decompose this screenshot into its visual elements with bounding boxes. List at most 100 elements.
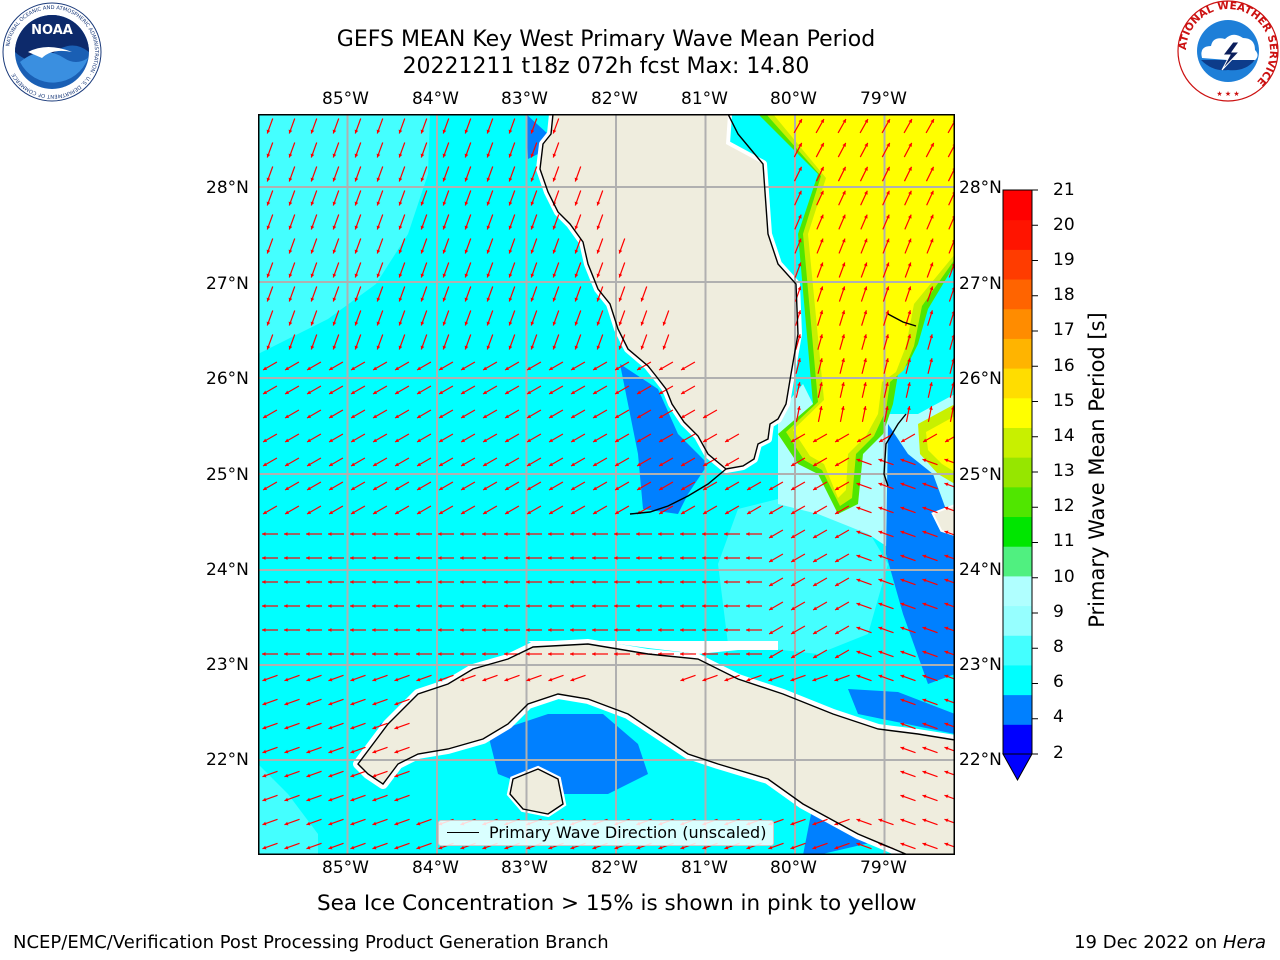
wave-direction-arrows [262,118,955,850]
wave-direction-arrowhead [262,773,267,778]
lon-label-top: 83°W [501,89,548,109]
wave-direction-arrowhead [284,652,288,656]
wave-direction-arrowhead [944,722,949,727]
wave-direction-arrowhead [351,486,356,490]
wave-direction-arrowhead [812,821,817,826]
wave-direction-arrowhead [813,654,818,658]
wave-direction-arrowhead [306,652,310,656]
wave-direction-arrowhead [680,845,685,850]
wave-direction-arrowhead [460,532,464,536]
wave-direction-arrowhead [464,249,469,254]
wave-direction-arrowhead [922,722,927,727]
wave-direction-arrowhead [819,310,824,315]
wave-direction-arrowhead [504,652,508,656]
wave-direction-arrowhead [636,532,640,536]
wave-direction-arrowhead [797,382,801,387]
wave-direction-arrowhead [552,345,557,350]
colorbar-label: Primary Wave Mean Period [s] [1085,312,1109,628]
wave-direction-arrowhead [570,556,574,560]
wave-direction-arrowhead [922,674,927,679]
wave-direction-arrowhead [769,654,774,658]
wave-direction-arrowhead [328,652,332,656]
wave-direction-arrowhead [930,166,934,171]
wave-direction-arrowhead [552,177,557,182]
wave-direction-arrowhead [922,530,927,535]
wave-direction-arrowhead [659,390,664,394]
wave-direction-arrowhead [864,214,868,219]
wave-direction-arrowhead [262,821,267,826]
wave-direction-arrowhead [863,262,868,267]
wave-direction-arrowhead [570,628,574,632]
wave-direction-arrowhead [797,358,801,363]
wave-direction-arrowhead [819,334,824,339]
wave-direction-arrowhead [906,406,911,410]
wave-direction-arrowhead [373,510,378,514]
wave-direction-arrowhead [508,345,513,350]
wave-direction-arrowhead [680,556,684,560]
wave-direction-arrowhead [922,650,927,655]
wave-direction-arrowhead [442,129,447,134]
wave-direction-arrowhead [552,129,557,134]
wave-direction-arrowhead [483,390,488,394]
wave-direction-arrowhead [813,534,818,538]
wave-direction-arrowhead [659,414,664,418]
wave-direction-arrowhead [907,382,911,387]
wave-direction-arrowhead [530,177,535,182]
wave-direction-arrowhead [922,698,927,703]
wave-direction-arrowhead [354,249,359,254]
wave-direction-arrowhead [329,390,334,394]
wave-direction-arrowhead [856,650,861,655]
colorbar-segment [1003,338,1032,369]
wave-direction-arrowhead [263,486,268,490]
colorbar-tick-label: 4 [1053,707,1064,727]
wave-direction-arrowhead [864,166,868,171]
wave-direction-arrowhead [702,845,707,850]
colorbar-tick-label: 18 [1053,285,1075,305]
wave-direction-arrowhead [681,486,686,490]
wave-direction-arrowhead [416,677,421,682]
wave-direction-arrowhead [504,532,508,536]
colorbar-segment [1003,397,1032,428]
map-subtitle: 20221211 t18z 072h fcst Max: 14.80 [402,54,810,79]
lon-label-top: 84°W [412,89,459,109]
wave-direction-arrowhead [929,310,934,315]
wave-direction-arrowhead [442,225,447,230]
wave-direction-arrowhead [372,652,376,656]
wave-direction-arrowhead [813,486,818,490]
wave-direction-arrowhead [284,532,288,536]
wave-direction-arrowhead [508,177,513,182]
wave-direction-arrowhead [394,701,399,706]
wave-direction-arrowhead [504,604,508,608]
wave-direction-arrowhead [746,652,750,656]
wave-direction-arrowhead [922,602,927,607]
wave-direction-arrowhead [504,845,509,850]
wave-direction-arrowhead [398,129,403,134]
wave-direction-arrowhead [486,225,491,230]
wave-direction-arrowhead [527,462,532,466]
wave-direction-arrowhead [819,238,824,243]
wave-direction-arrowhead [930,214,934,219]
wave-direction-arrowhead [307,438,312,442]
wave-direction-arrowhead [842,166,846,171]
colorbar-segment [1003,546,1032,577]
wave-direction-arrowhead [461,366,466,370]
wave-direction-arrowhead [354,201,359,206]
wave-direction-arrowhead [791,630,796,634]
wave-direction-arrowhead [702,604,706,608]
wave-direction-arrowhead [530,153,535,158]
wave-direction-arrowhead [464,201,469,206]
wave-direction-arrowhead [790,821,795,826]
wave-direction-arrowhead [571,438,576,442]
wave-direction-arrowhead [329,462,334,466]
wave-direction-arrowhead [438,845,443,850]
colorbar-tick-label: 11 [1053,531,1075,551]
wave-direction-arrowhead [549,366,554,370]
wave-direction-arrowhead [306,797,311,802]
wave-direction-arrowhead [724,604,728,608]
wave-direction-arrowhead [505,510,510,514]
wave-direction-arrowhead [835,606,840,610]
wave-direction-arrowhead [840,406,845,410]
wave-direction-arrowhead [813,606,818,610]
lat-label-left: 23°N [206,655,249,675]
wave-direction-arrowhead [681,510,686,514]
